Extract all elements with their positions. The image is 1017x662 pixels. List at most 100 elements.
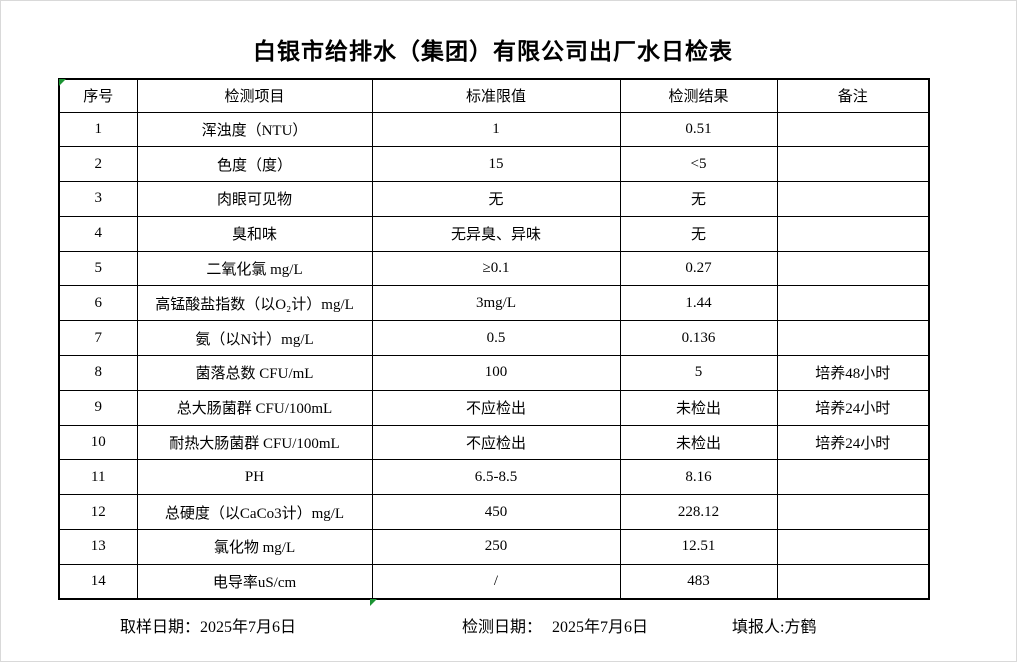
- item-cell: 高锰酸盐指数（以O₂计）mg/L: [136, 285, 373, 322]
- row-number-cell: 8: [58, 355, 138, 391]
- remark-cell: [776, 146, 930, 183]
- table-row: 11 PH 6.5-8.5 8.16: [58, 459, 930, 496]
- result-cell: 0.51: [619, 111, 778, 148]
- row-number-cell: 9: [58, 389, 138, 426]
- column-header-no: 序号: [58, 78, 138, 113]
- header-row: 序号 检测项目 标准限值 检测结果 备注: [58, 78, 930, 113]
- reporter-name: 方鹤: [784, 619, 817, 636]
- table-row: 10 耐热大肠菌群 CFU/100mL 不应检出 未检出 培养24小时: [58, 424, 930, 461]
- item-cell: 电导率uS/cm: [136, 563, 373, 600]
- row-number-cell: 6: [58, 285, 138, 322]
- result-cell: 5: [619, 355, 778, 391]
- column-header-item: 检测项目: [136, 78, 373, 113]
- limit-cell: 100: [371, 355, 621, 391]
- table-header: 序号 检测项目 标准限值 检测结果 备注: [58, 78, 930, 113]
- item-cell: 二氧化氯 mg/L: [136, 250, 373, 287]
- remark-cell: 培养24小时: [776, 389, 930, 426]
- reporter-label: 填报人:: [732, 619, 785, 636]
- limit-cell: 250: [371, 529, 621, 565]
- result-cell: 12.51: [619, 529, 778, 565]
- result-cell: 无: [619, 215, 778, 252]
- sample-date-value: 2025年7月6日: [200, 619, 297, 636]
- result-cell: 0.136: [619, 320, 778, 357]
- limit-cell: 6.5-8.5: [371, 459, 621, 496]
- item-cell: 臭和味: [136, 215, 373, 252]
- item-cell: 耐热大肠菌群 CFU/100mL: [136, 424, 373, 461]
- result-cell: 0.27: [619, 250, 778, 287]
- table-row: 7 氨（以N计）mg/L 0.5 0.136: [58, 320, 930, 357]
- table-row: 9 总大肠菌群 CFU/100mL 不应检出 未检出 培养24小时: [58, 389, 930, 426]
- item-cell: 总大肠菌群 CFU/100mL: [136, 389, 373, 426]
- remark-cell: [776, 215, 930, 252]
- remark-cell: [776, 563, 930, 600]
- row-number-cell: 7: [58, 320, 138, 357]
- test-date-value: 2025年7月6日: [552, 619, 649, 636]
- table-row: 14 电导率uS/cm/483: [58, 563, 930, 600]
- sample-date-label: 取样日期：: [120, 619, 201, 636]
- limit-cell: 15: [371, 146, 621, 183]
- limit-cell: 不应检出: [371, 389, 621, 426]
- item-cell: 氨（以N计）mg/L: [136, 320, 373, 357]
- row-number-cell: 1: [58, 111, 138, 148]
- table-body: 1 浑浊度（NTU） 1 0.51 2 色度（度） 15 <5 3 肉眼可见物无无 4 臭和味 无异臭、…: [58, 111, 930, 600]
- remark-cell: [776, 459, 930, 496]
- limit-cell: /: [371, 563, 621, 600]
- row-number-cell: 4: [58, 215, 138, 252]
- limit-cell: 无异臭、异味: [371, 215, 621, 252]
- item-cell: 总硬度（以CaCo3计）mg/L: [136, 494, 373, 531]
- row-number-cell: 14: [58, 563, 138, 600]
- table-row: 3 肉眼可见物无无: [58, 181, 930, 217]
- limit-cell: 0.5: [371, 320, 621, 357]
- row-number-cell: 5: [58, 250, 138, 287]
- test-date: 检测日期： 2025年7月6日: [462, 613, 648, 637]
- row-number-cell: 11: [58, 459, 138, 496]
- remark-cell: 培养24小时: [776, 424, 930, 461]
- remark-cell: [776, 181, 930, 217]
- row-number-cell: 3: [58, 181, 138, 217]
- result-cell: 未检出: [619, 424, 778, 461]
- cell-corner-indicator-icon: [370, 599, 377, 606]
- page-title: 白银市给排水（集团）有限公司出厂水日检表: [253, 39, 733, 64]
- item-cell: 浑浊度（NTU）: [136, 111, 373, 148]
- result-cell: 8.16: [619, 459, 778, 496]
- item-cell: PH: [136, 459, 373, 496]
- cell-corner-indicator-icon: [59, 79, 66, 86]
- remark-cell: [776, 529, 930, 565]
- row-number-cell: 2: [58, 146, 138, 183]
- remark-cell: [776, 285, 930, 322]
- item-cell: 菌落总数 CFU/mL: [136, 355, 373, 391]
- table-row: 1 浑浊度（NTU） 1 0.51: [58, 111, 930, 148]
- table-row: 4 臭和味 无异臭、异味无: [58, 215, 930, 252]
- table-row: 5 二氧化氯 mg/L ≥0.1 0.27: [58, 250, 930, 287]
- result-cell: 无: [619, 181, 778, 217]
- limit-cell: 无: [371, 181, 621, 217]
- remark-cell: [776, 494, 930, 531]
- table-row: 8 菌落总数 CFU/mL 100 5 培养48小时: [58, 355, 930, 391]
- remark-cell: [776, 250, 930, 287]
- item-cell: 氯化物 mg/L: [136, 529, 373, 565]
- result-cell: <5: [619, 146, 778, 183]
- result-cell: 1.44: [619, 285, 778, 322]
- limit-cell: 450: [371, 494, 621, 531]
- column-header-remark: 备注: [776, 78, 930, 113]
- sample-date: 取样日期：2025年7月6日: [120, 613, 296, 637]
- limit-cell: 不应检出: [371, 424, 621, 461]
- result-cell: 483: [619, 563, 778, 600]
- row-number-cell: 12: [58, 494, 138, 531]
- result-cell: 未检出: [619, 389, 778, 426]
- row-number-cell: 13: [58, 529, 138, 565]
- remark-cell: [776, 320, 930, 357]
- result-cell: 228.12: [619, 494, 778, 531]
- reporter: 填报人:方鹤: [732, 613, 816, 637]
- item-cell: 色度（度）: [136, 146, 373, 183]
- row-number-cell: 10: [58, 424, 138, 461]
- test-date-label: 检测日期：: [462, 619, 543, 636]
- water-quality-table: 序号 检测项目 标准限值 检测结果 备注 1 浑浊度（NTU） 1 0.51 2 色度（度…: [58, 78, 930, 601]
- table-row: 12 总硬度（以CaCo3计）mg/L 450 228.12: [58, 494, 930, 531]
- remark-cell: 培养48小时: [776, 355, 930, 391]
- limit-cell: 1: [371, 111, 621, 148]
- table-row: 13 氯化物 mg/L 250 12.51: [58, 529, 930, 565]
- table-row: 2 色度（度） 15 <5: [58, 146, 930, 183]
- column-header-limit: 标准限值: [371, 78, 621, 113]
